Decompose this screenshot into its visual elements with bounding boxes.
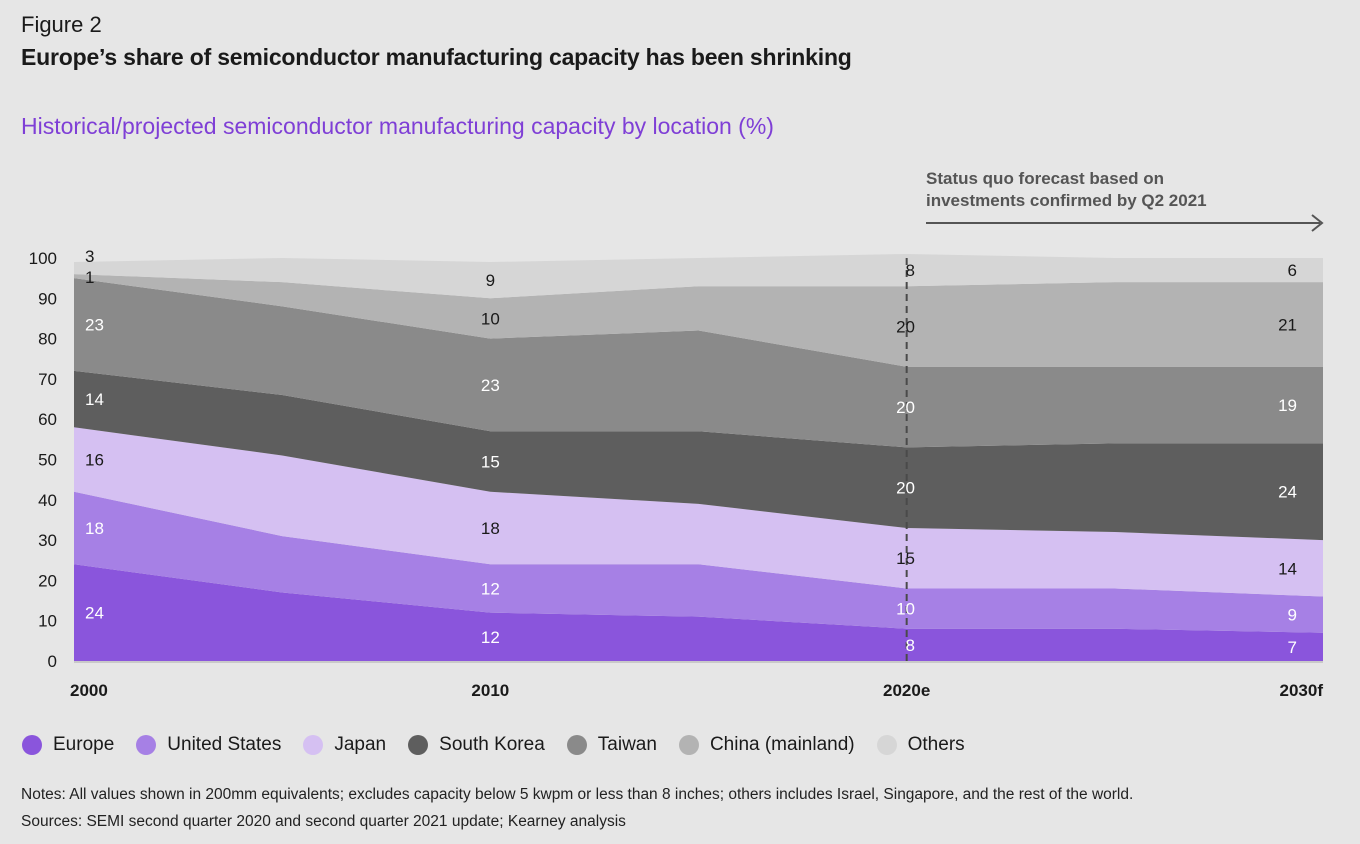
footer-notes: Notes: All values shown in 200mm equival… <box>21 781 1133 835</box>
legend-label-south-korea: South Korea <box>439 734 545 755</box>
data-label-south-korea: 14 <box>85 390 104 409</box>
data-label-united-states: 9 <box>1288 606 1297 625</box>
y-tick-label: 80 <box>38 330 57 349</box>
figure-label: Figure 2 <box>21 12 102 37</box>
legend-item-japan: Japan <box>303 734 386 756</box>
y-tick-label: 70 <box>38 370 57 389</box>
data-label-china-mainland: 10 <box>481 309 500 328</box>
data-label-japan: 18 <box>481 519 500 538</box>
data-label-taiwan: 23 <box>481 376 500 395</box>
data-label-japan: 16 <box>85 451 104 470</box>
legend-label-europe: Europe <box>53 734 115 755</box>
legend-label-taiwan: Taiwan <box>597 734 657 755</box>
legend-label-china-mainland: China (mainland) <box>709 734 855 755</box>
data-label-china-mainland: 1 <box>85 268 94 287</box>
legend-item-united-states: United States <box>136 734 281 756</box>
data-label-china-mainland: 21 <box>1278 315 1297 334</box>
data-label-europe: 12 <box>481 628 500 647</box>
legend-swatch-others <box>876 735 897 755</box>
area-europe <box>74 564 1323 661</box>
data-label-taiwan: 20 <box>896 398 915 417</box>
legend-label-united-states: United States <box>167 734 282 755</box>
data-label-south-korea: 24 <box>1278 483 1297 502</box>
data-label-south-korea: 20 <box>896 479 915 498</box>
data-label-south-korea: 15 <box>481 453 500 472</box>
forecast-note-line2: investments confirmed by Q2 2021 <box>926 191 1207 210</box>
y-tick-label: 20 <box>38 571 57 590</box>
x-tick-label: 2030f <box>1280 681 1324 700</box>
area-united-states <box>74 491 1323 633</box>
data-label-taiwan: 19 <box>1278 396 1297 415</box>
legend-swatch-united-states <box>136 735 157 755</box>
y-tick-label: 50 <box>38 451 57 470</box>
y-tick-label: 60 <box>38 410 57 429</box>
y-tick-label: 30 <box>38 531 57 550</box>
data-label-united-states: 18 <box>85 519 104 538</box>
legend-swatch-japan <box>303 735 324 755</box>
data-label-japan: 14 <box>1278 559 1297 578</box>
legend-item-china-mainland: China (mainland) <box>678 734 855 756</box>
x-tick-label: 2000 <box>70 681 108 700</box>
data-label-china-mainland: 20 <box>896 318 915 337</box>
area-japan <box>74 427 1323 597</box>
x-tick-label: 2010 <box>471 681 509 700</box>
y-tick-label: 40 <box>38 491 57 510</box>
forecast-note-line1: Status quo forecast based on <box>926 169 1165 188</box>
chart-subtitle: Historical/projected semiconductor manuf… <box>21 113 774 139</box>
y-tick-label: 0 <box>48 652 57 671</box>
y-tick-label: 10 <box>38 612 57 631</box>
chart-legend: Europe United States Japan South Korea T… <box>22 734 987 756</box>
forecast-arrow-head <box>1311 214 1324 232</box>
forecast-note: Status quo forecast based on investments… <box>926 168 1286 212</box>
legend-label-japan: Japan <box>334 734 387 755</box>
data-label-others: 6 <box>1288 261 1297 280</box>
legend-swatch-europe <box>22 735 42 755</box>
area-china-mainland <box>74 274 1323 367</box>
area-taiwan <box>74 278 1323 448</box>
y-tick-label: 90 <box>38 289 57 308</box>
area-others <box>74 253 1323 299</box>
notes-text: Notes: All values shown in 200mm equival… <box>21 786 1134 803</box>
data-label-others: 9 <box>486 271 495 290</box>
legend-item-others: Others <box>876 734 965 756</box>
data-label-europe: 7 <box>1288 638 1297 657</box>
x-tick-label: 2020e <box>883 681 930 700</box>
legend-swatch-south-korea <box>408 735 429 755</box>
legend-label-others: Others <box>907 734 965 755</box>
legend-swatch-china-mainland <box>678 735 699 755</box>
sources-text: Sources: SEMI second quarter 2020 and se… <box>21 813 626 830</box>
data-label-united-states: 10 <box>896 600 915 619</box>
legend-swatch-taiwan <box>566 735 587 755</box>
data-label-japan: 15 <box>896 549 915 568</box>
legend-item-south-korea: South Korea <box>408 734 545 756</box>
data-label-europe: 8 <box>906 636 915 655</box>
legend-item-taiwan: Taiwan <box>566 734 657 756</box>
data-label-united-states: 12 <box>481 579 500 598</box>
y-tick-label: 100 <box>29 249 57 268</box>
legend-item-europe: Europe <box>22 734 114 756</box>
data-label-taiwan: 23 <box>85 315 104 334</box>
data-label-others: 3 <box>85 247 94 266</box>
data-label-others: 8 <box>906 261 915 280</box>
figure-title: Europe’s share of semiconductor manufact… <box>21 44 852 70</box>
data-label-europe: 24 <box>85 604 104 623</box>
